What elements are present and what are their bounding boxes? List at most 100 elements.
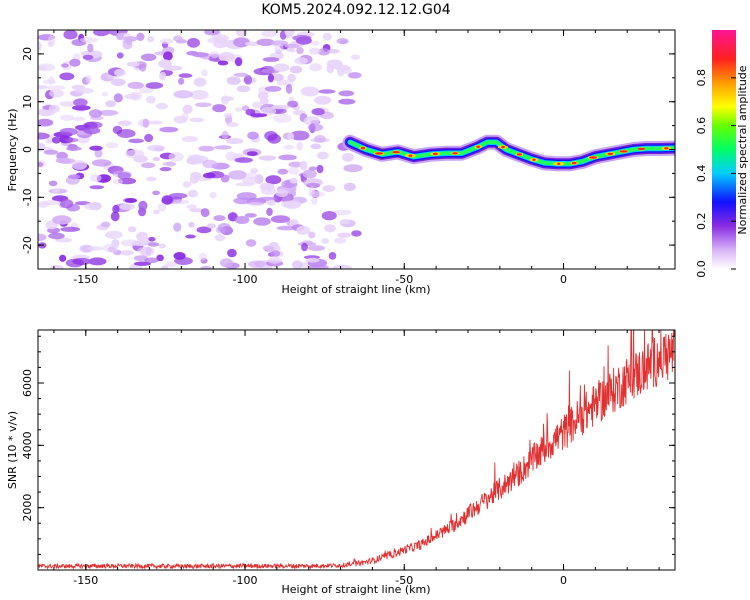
noise-blob <box>59 127 78 136</box>
noise-blob <box>328 252 337 260</box>
noise-blob <box>178 77 185 85</box>
noise-blob <box>71 160 88 170</box>
noise-blob <box>303 116 320 126</box>
bottom-x-ticks: -150 -100 -50 0 <box>53 330 660 587</box>
noise-blob <box>38 142 46 152</box>
noise-blob <box>267 73 274 83</box>
x-tick-label: 0 <box>560 273 567 286</box>
noise-blob <box>147 36 155 43</box>
noise-blob <box>295 36 312 45</box>
noise-blob <box>88 257 107 266</box>
noise-blob <box>314 95 332 105</box>
colorbar-label: Normalized spectral amplitude <box>736 65 749 234</box>
noise-blob <box>126 61 140 67</box>
noise-blob <box>89 145 103 151</box>
noise-blob <box>308 231 316 239</box>
noise-blob <box>144 257 159 264</box>
noise-blob <box>266 207 273 216</box>
y-tick-label: 10 <box>21 95 34 109</box>
noise-blob <box>227 248 237 258</box>
noise-blob <box>100 221 111 228</box>
noise-blob <box>147 242 160 247</box>
noise-blob <box>152 190 161 196</box>
noise-blob <box>294 57 308 65</box>
noise-blob <box>71 116 86 122</box>
noise-blob <box>102 243 119 253</box>
noise-blob <box>210 51 220 59</box>
noise-blob <box>196 226 212 234</box>
noise-blob <box>241 176 261 184</box>
noise-blob <box>233 197 252 205</box>
noise-blob <box>174 257 193 265</box>
noise-blob <box>234 157 253 163</box>
noise-blob <box>338 90 355 97</box>
noise-blob <box>259 182 275 191</box>
noise-blob <box>226 138 244 145</box>
noise-blob <box>38 160 47 168</box>
noise-blob <box>128 138 145 144</box>
noise-blob <box>214 145 232 150</box>
noise-blob <box>245 239 257 247</box>
noise-blob <box>253 217 271 226</box>
noise-blob <box>212 104 227 113</box>
noise-blob <box>112 178 124 185</box>
noise-blob <box>245 108 256 116</box>
noise-blob <box>159 167 172 172</box>
noise-blob <box>308 186 316 195</box>
noise-blob <box>82 54 94 60</box>
bottom-y-axis-label: SNR (10 * v/v) <box>6 411 19 489</box>
noise-blob <box>87 43 94 53</box>
noise-blob <box>194 102 212 108</box>
noise-blob <box>189 117 204 123</box>
top-y-ticks: -20 -10 0 10 20 <box>21 29 675 270</box>
noise-blob <box>300 86 320 97</box>
noise-blob <box>52 188 60 194</box>
colorbar-tick-label: 0.0 <box>695 260 708 278</box>
noise-blob <box>71 105 91 111</box>
noise-blob <box>84 202 100 211</box>
noise-blob <box>296 141 303 151</box>
noise-blob <box>272 107 287 115</box>
bottom-x-axis-label: Height of straight line (km) <box>281 583 430 596</box>
noise-blob <box>214 234 226 242</box>
noise-blob <box>141 162 156 169</box>
noise-blob <box>321 238 330 244</box>
noise-blob <box>144 133 154 143</box>
noise-blob <box>198 145 215 152</box>
x-tick-label: 0 <box>560 574 567 587</box>
noise-blob <box>217 223 232 233</box>
noise-blob <box>139 63 147 72</box>
noise-blob <box>114 68 126 77</box>
noise-blob <box>337 232 351 238</box>
noise-blob <box>116 129 136 138</box>
noise-blob <box>277 168 289 175</box>
noise-blob <box>42 200 61 206</box>
noise-blob <box>305 257 320 263</box>
top-x-ticks: -150 -100 -50 0 <box>53 30 660 286</box>
noise-blob <box>52 215 72 225</box>
noise-blob <box>159 71 167 81</box>
noise-blob <box>337 67 345 77</box>
noise-blob <box>258 155 277 161</box>
noise-blob <box>270 40 289 47</box>
noise-blob <box>321 211 337 221</box>
signal-peak <box>408 154 413 157</box>
x-tick-label: -150 <box>73 574 98 587</box>
noise-blob <box>148 237 156 242</box>
signal-peak <box>532 158 536 161</box>
colorbar-tick-label: 0.2 <box>695 212 708 230</box>
noise-blob <box>148 120 163 125</box>
noise-blob <box>338 98 356 105</box>
noise-blob <box>276 225 296 231</box>
noise-blob <box>243 74 253 85</box>
noise-blob <box>75 87 94 94</box>
noise-blob <box>270 215 291 224</box>
noise-blob <box>38 66 47 71</box>
noise-blob <box>46 85 65 91</box>
noise-blob <box>209 191 217 199</box>
noise-blob <box>308 166 318 171</box>
signal-trace <box>342 134 675 172</box>
noise-blob <box>48 76 55 85</box>
noise-blob <box>269 52 284 59</box>
